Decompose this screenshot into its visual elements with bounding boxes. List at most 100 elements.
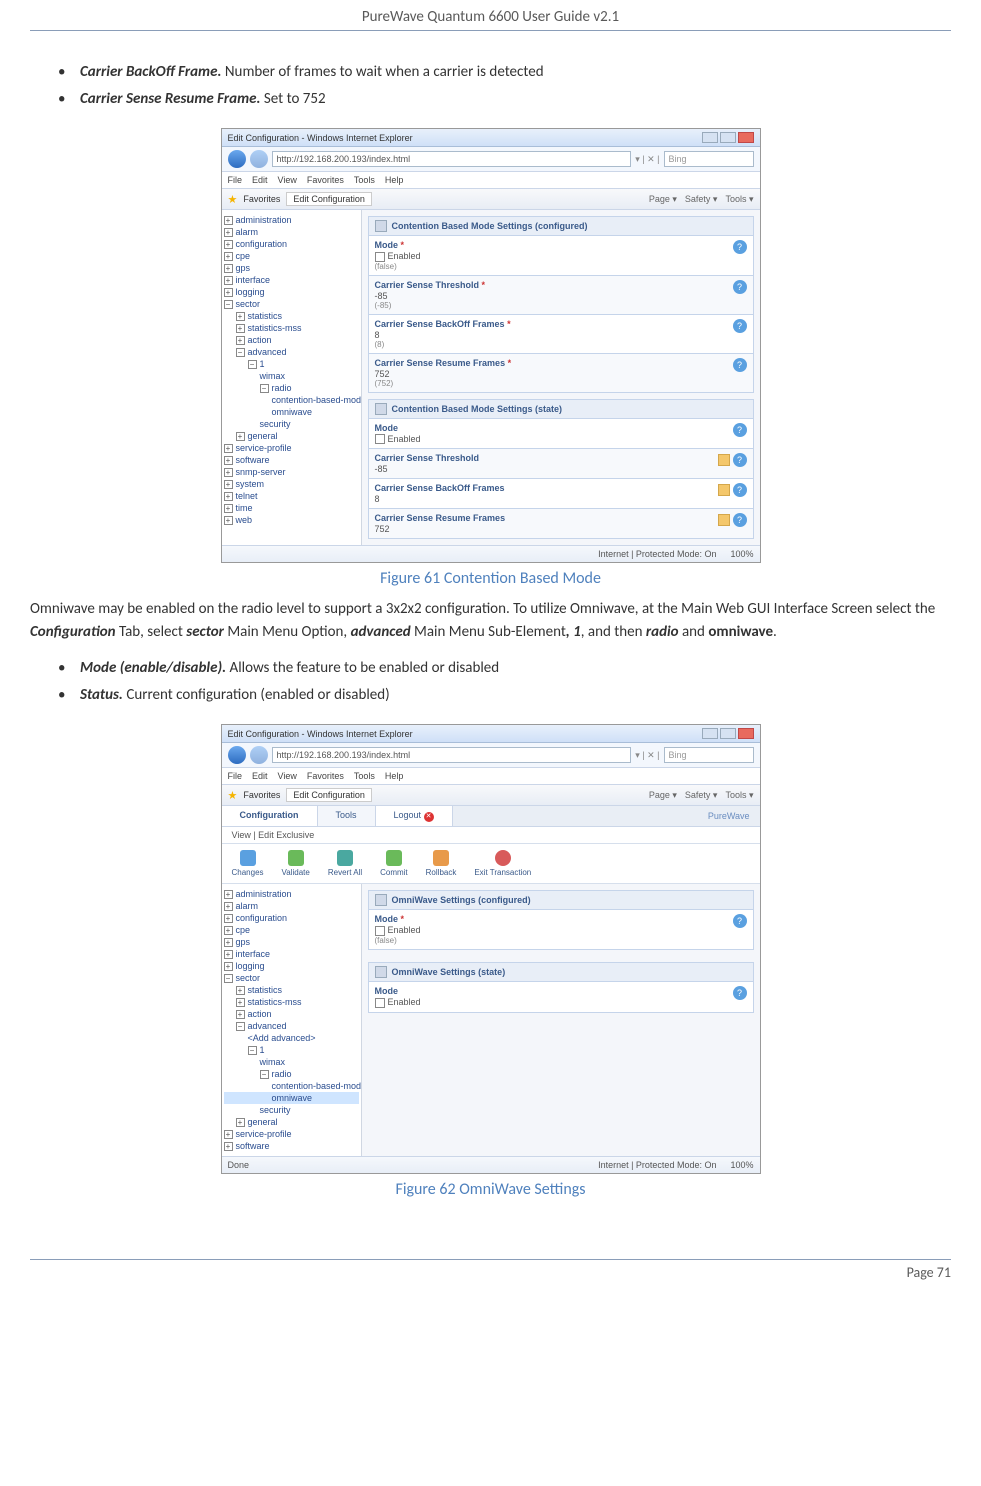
- toolbar-item[interactable]: Validate: [282, 850, 310, 877]
- help-icon[interactable]: ?: [733, 280, 747, 294]
- expand-icon[interactable]: +: [236, 432, 245, 441]
- tree-item[interactable]: +system: [224, 478, 359, 490]
- tree-item[interactable]: +software: [224, 454, 359, 466]
- tree-item[interactable]: −1: [224, 1044, 359, 1056]
- tree-item[interactable]: omniwave: [224, 1092, 359, 1104]
- help-icon[interactable]: ?: [733, 986, 747, 1000]
- tree-item[interactable]: −advanced: [224, 1020, 359, 1032]
- tree-item[interactable]: −radio: [224, 1068, 359, 1080]
- checkbox[interactable]: [375, 434, 385, 444]
- expand-icon[interactable]: +: [224, 1142, 233, 1151]
- chart-icon[interactable]: [718, 514, 730, 526]
- help-icon[interactable]: ?: [733, 483, 747, 497]
- expand-icon[interactable]: +: [224, 228, 233, 237]
- tree-item[interactable]: +web: [224, 514, 359, 526]
- expand-icon[interactable]: +: [236, 998, 245, 1007]
- tree-item[interactable]: +configuration: [224, 238, 359, 250]
- url-field[interactable]: http://192.168.200.193/index.html: [272, 151, 632, 167]
- tree-item[interactable]: +gps: [224, 262, 359, 274]
- tree-item[interactable]: security: [224, 1104, 359, 1116]
- tree-item[interactable]: +interface: [224, 274, 359, 286]
- checkbox[interactable]: [375, 252, 385, 262]
- fav-right-item[interactable]: Safety ▾: [685, 194, 718, 205]
- expand-icon[interactable]: −: [236, 1022, 245, 1031]
- tree-item[interactable]: +general: [224, 430, 359, 442]
- star-icon[interactable]: ★: [228, 193, 238, 206]
- menu-item[interactable]: Favorites: [307, 175, 344, 185]
- help-icon[interactable]: ?: [733, 453, 747, 467]
- close-button[interactable]: [738, 728, 754, 739]
- maximize-button[interactable]: [720, 728, 736, 739]
- tree-item[interactable]: +statistics-mss: [224, 322, 359, 334]
- expand-icon[interactable]: +: [224, 276, 233, 285]
- fav-right-item[interactable]: Tools ▾: [725, 194, 753, 205]
- tree-item[interactable]: −sector: [224, 298, 359, 310]
- tree-item[interactable]: +snmp-server: [224, 466, 359, 478]
- tab-configuration[interactable]: Configuration: [222, 806, 318, 826]
- tree-item[interactable]: wimax: [224, 1056, 359, 1068]
- expand-icon[interactable]: +: [236, 986, 245, 995]
- expand-icon[interactable]: +: [224, 516, 233, 525]
- menu-item[interactable]: Help: [385, 771, 404, 781]
- menu-item[interactable]: Tools: [354, 175, 375, 185]
- tree-item[interactable]: +statistics-mss: [224, 996, 359, 1008]
- expand-icon[interactable]: +: [236, 324, 245, 333]
- tree-item[interactable]: wimax: [224, 370, 359, 382]
- tree-item[interactable]: +gps: [224, 936, 359, 948]
- expand-icon[interactable]: +: [224, 504, 233, 513]
- tree-item[interactable]: +service-profile: [224, 442, 359, 454]
- chart-icon[interactable]: [718, 454, 730, 466]
- expand-icon[interactable]: −: [224, 300, 233, 309]
- expand-icon[interactable]: +: [224, 252, 233, 261]
- menu-item[interactable]: View: [278, 175, 297, 185]
- tree-item[interactable]: +time: [224, 502, 359, 514]
- expand-icon[interactable]: +: [236, 1118, 245, 1127]
- minimize-button[interactable]: [702, 132, 718, 143]
- help-icon[interactable]: ?: [733, 914, 747, 928]
- fav-right-item[interactable]: Page ▾: [649, 194, 677, 205]
- menu-item[interactable]: View: [278, 771, 297, 781]
- expand-icon[interactable]: +: [224, 468, 233, 477]
- expand-icon[interactable]: +: [224, 890, 233, 899]
- search-field[interactable]: Bing: [664, 747, 754, 763]
- tree-item[interactable]: +alarm: [224, 900, 359, 912]
- close-button[interactable]: [738, 132, 754, 143]
- checkbox[interactable]: [375, 926, 385, 936]
- menu-item[interactable]: Tools: [354, 771, 375, 781]
- expand-icon[interactable]: −: [260, 1070, 269, 1079]
- search-field[interactable]: Bing: [664, 151, 754, 167]
- expand-icon[interactable]: −: [248, 360, 257, 369]
- expand-icon[interactable]: +: [224, 288, 233, 297]
- minimize-button[interactable]: [702, 728, 718, 739]
- expand-icon[interactable]: +: [224, 216, 233, 225]
- expand-icon[interactable]: +: [236, 1010, 245, 1019]
- tree-item[interactable]: contention-based-mode: [224, 394, 359, 406]
- expand-icon[interactable]: −: [236, 348, 245, 357]
- tree-item[interactable]: +statistics: [224, 310, 359, 322]
- tab-label[interactable]: Edit Configuration: [286, 788, 372, 802]
- chart-icon[interactable]: [718, 484, 730, 496]
- expand-icon[interactable]: +: [224, 914, 233, 923]
- tree-item[interactable]: +administration: [224, 214, 359, 226]
- tree-item[interactable]: +software: [224, 1140, 359, 1152]
- toolbar-item[interactable]: Changes: [232, 850, 264, 877]
- tree-item[interactable]: +action: [224, 334, 359, 346]
- expand-icon[interactable]: +: [236, 312, 245, 321]
- expand-icon[interactable]: +: [224, 926, 233, 935]
- expand-icon[interactable]: −: [260, 384, 269, 393]
- expand-icon[interactable]: −: [224, 974, 233, 983]
- forward-icon[interactable]: [250, 746, 268, 764]
- menu-item[interactable]: Edit: [252, 175, 268, 185]
- back-icon[interactable]: [228, 746, 246, 764]
- tree-item[interactable]: −advanced: [224, 346, 359, 358]
- tree-item[interactable]: security: [224, 418, 359, 430]
- help-icon[interactable]: ?: [733, 423, 747, 437]
- expand-icon[interactable]: +: [224, 492, 233, 501]
- tree-item[interactable]: +cpe: [224, 924, 359, 936]
- tree-item[interactable]: +alarm: [224, 226, 359, 238]
- expand-icon[interactable]: +: [224, 480, 233, 489]
- tree-item[interactable]: omniwave: [224, 406, 359, 418]
- forward-icon[interactable]: [250, 150, 268, 168]
- tree-item[interactable]: <Add advanced>: [224, 1032, 359, 1044]
- expand-icon[interactable]: +: [224, 444, 233, 453]
